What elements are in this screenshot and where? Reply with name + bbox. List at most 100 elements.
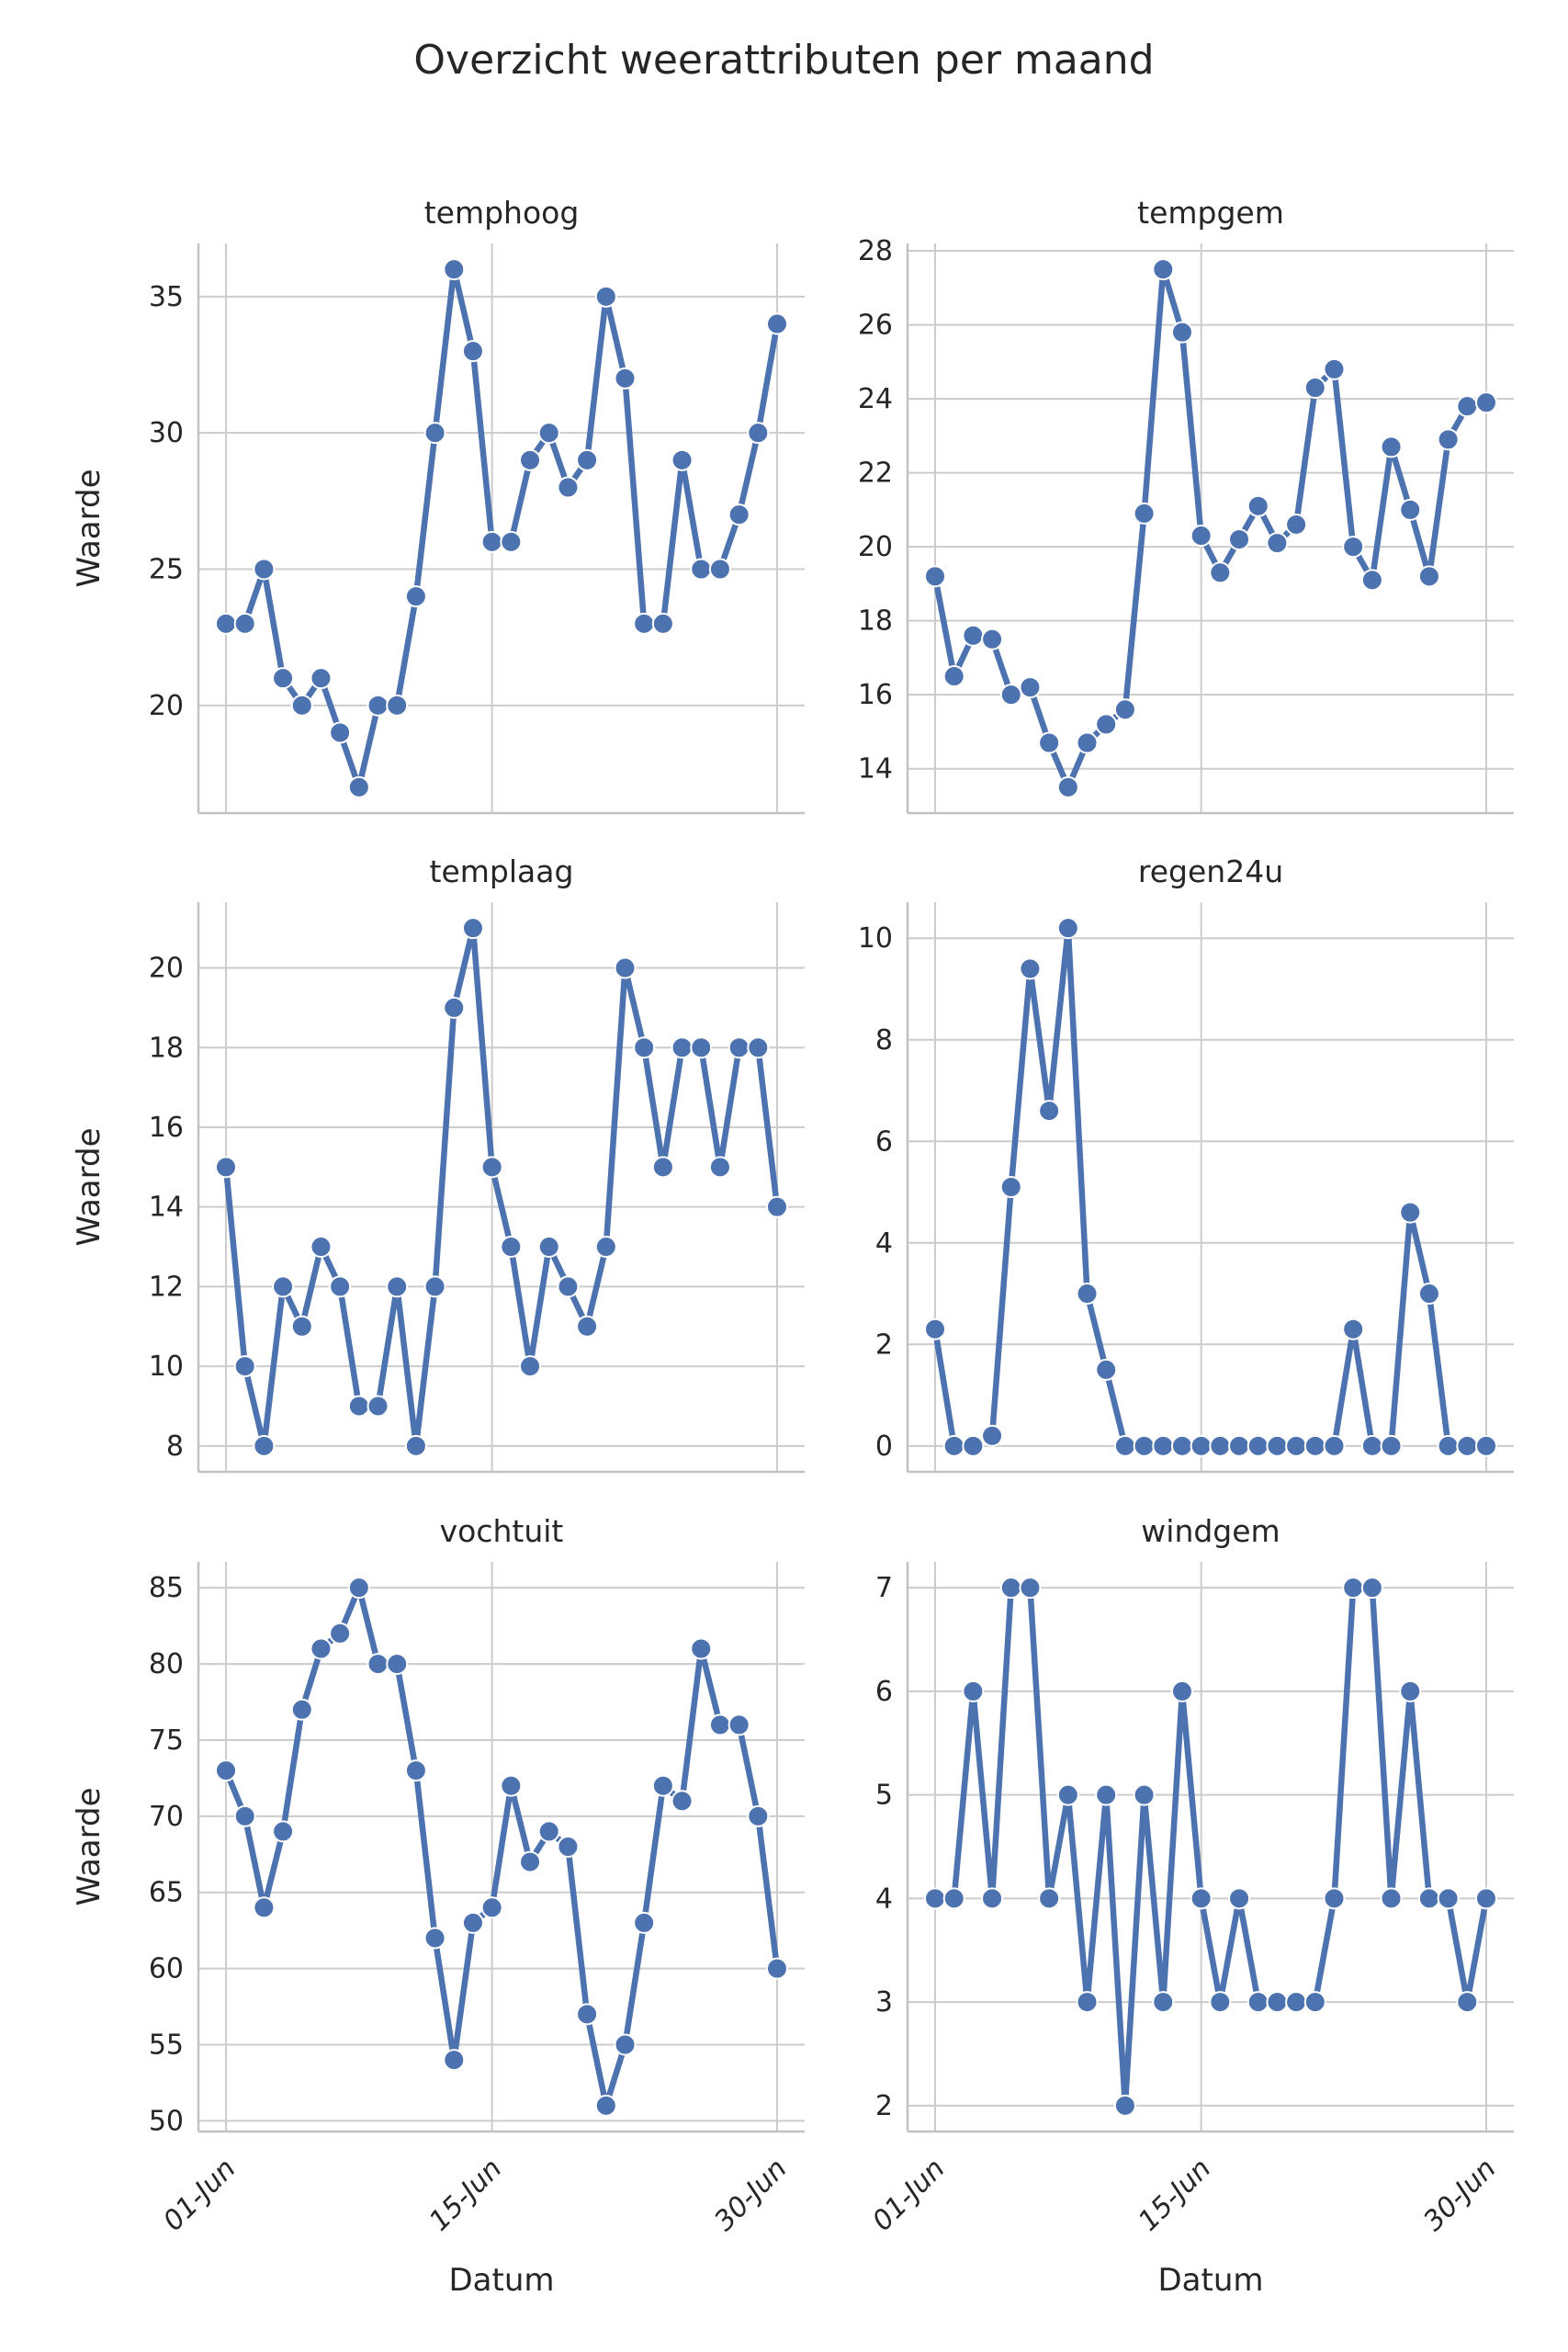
data-point [1437, 428, 1460, 451]
data-point [576, 2003, 599, 2026]
data-point [519, 1355, 542, 1378]
data-point [1170, 1679, 1193, 1702]
y-tick-label: 60 [149, 1953, 184, 1985]
data-point [272, 1820, 295, 1843]
data-point [1133, 502, 1156, 525]
data-point [1342, 1577, 1365, 1600]
data-point [519, 448, 542, 471]
data-point [1303, 1434, 1326, 1457]
data-point [708, 1713, 731, 1736]
data-point [1228, 1887, 1251, 1910]
data-point [404, 585, 427, 608]
y-axis-label-row2: Waarde [71, 1127, 107, 1247]
data-point [1247, 1991, 1269, 2014]
y-tick-label: 85 [149, 1572, 184, 1604]
data-point [1285, 1991, 1308, 2014]
data-point [962, 1434, 985, 1457]
data-point [404, 1759, 427, 1782]
data-point [1209, 561, 1232, 584]
data-point [614, 956, 637, 979]
data-point [1342, 1317, 1365, 1340]
y-tick-label: 18 [858, 605, 893, 638]
data-point [1380, 1434, 1403, 1457]
data-point [942, 1887, 965, 1910]
data-point [690, 1637, 713, 1660]
data-point [1266, 1991, 1289, 2014]
y-tick-label: 8 [875, 1024, 893, 1057]
data-point [557, 1275, 580, 1298]
data-point [1360, 1434, 1383, 1457]
data-point [233, 1355, 256, 1378]
y-tick-label: 10 [149, 1351, 184, 1383]
data-point [708, 1156, 731, 1179]
data-point [1417, 565, 1440, 588]
data-point [633, 1911, 656, 1934]
data-point [1076, 731, 1099, 754]
data-point [1475, 391, 1497, 414]
data-point [942, 665, 965, 688]
data-point [500, 1774, 523, 1797]
data-point [290, 1698, 313, 1721]
data-point [347, 775, 370, 798]
line-chart-temphoog: 20 25 30 35 [149, 243, 805, 815]
line-chart-windgem: 2 3 4 5 6 7 01-Jun 15-Jun 30-Jun [866, 1562, 1514, 2237]
y-tick-label: 3 [875, 1986, 893, 2018]
data-point [962, 1679, 985, 1702]
data-point [747, 422, 770, 445]
data-point [386, 1653, 409, 1676]
data-point [1152, 258, 1175, 281]
y-tick-label: 16 [858, 679, 893, 711]
subplot-title-temphoog: temphoog [423, 195, 580, 231]
subplot-title-vochtuit: vochtuit [439, 1513, 564, 1549]
data-point [1038, 731, 1061, 754]
data-point [962, 624, 985, 647]
data-point [1170, 321, 1193, 344]
data-point [999, 684, 1022, 707]
y-axis-label-row3: Waarde [71, 1787, 107, 1906]
data-point [708, 558, 731, 581]
data-point [272, 667, 295, 690]
y-tick-label: 20 [858, 531, 893, 563]
subplot-title-regen24u: regen24u [1137, 854, 1284, 889]
y-tick-label: 18 [149, 1032, 184, 1064]
data-point [537, 1236, 560, 1259]
y-tick-label: 50 [149, 2105, 184, 2137]
data-point [1456, 395, 1479, 418]
data-point [1190, 525, 1213, 548]
y-tick-label: 7 [875, 1572, 893, 1604]
data-point [594, 1236, 617, 1259]
data-point [1056, 1783, 1079, 1806]
data-point [1209, 1991, 1232, 2014]
data-point [1475, 1434, 1497, 1457]
data-point [999, 1176, 1022, 1198]
data-point [1209, 1434, 1232, 1457]
data-point [671, 1790, 694, 1813]
data-point [576, 1315, 599, 1338]
data-point [404, 1434, 427, 1457]
data-point [1266, 532, 1289, 555]
data-point [537, 422, 560, 445]
data-point [981, 628, 1004, 650]
y-tick-label: 4 [875, 1883, 893, 1915]
y-tick-label: 6 [875, 1125, 893, 1158]
data-point [1228, 1434, 1251, 1457]
y-tick-label: 4 [875, 1227, 893, 1260]
data-point [1285, 1434, 1308, 1457]
data-point [594, 2094, 617, 2117]
figure-title: Overzicht weerattributen per maand [413, 37, 1155, 84]
data-point [500, 530, 523, 553]
data-point [1038, 1887, 1061, 1910]
data-point [329, 721, 352, 744]
data-point [1360, 1577, 1383, 1600]
data-point [1303, 1991, 1326, 2014]
data-point [1342, 536, 1365, 559]
data-point [1303, 377, 1326, 400]
y-tick-label: 14 [149, 1192, 184, 1224]
y-tick-label: 35 [149, 281, 184, 313]
data-point [310, 667, 333, 690]
line-chart-templaag: 8 10 12 14 16 18 20 [149, 902, 805, 1474]
data-point [1323, 1434, 1346, 1457]
y-tick-label: 6 [875, 1676, 893, 1708]
data-point [614, 2033, 637, 2056]
